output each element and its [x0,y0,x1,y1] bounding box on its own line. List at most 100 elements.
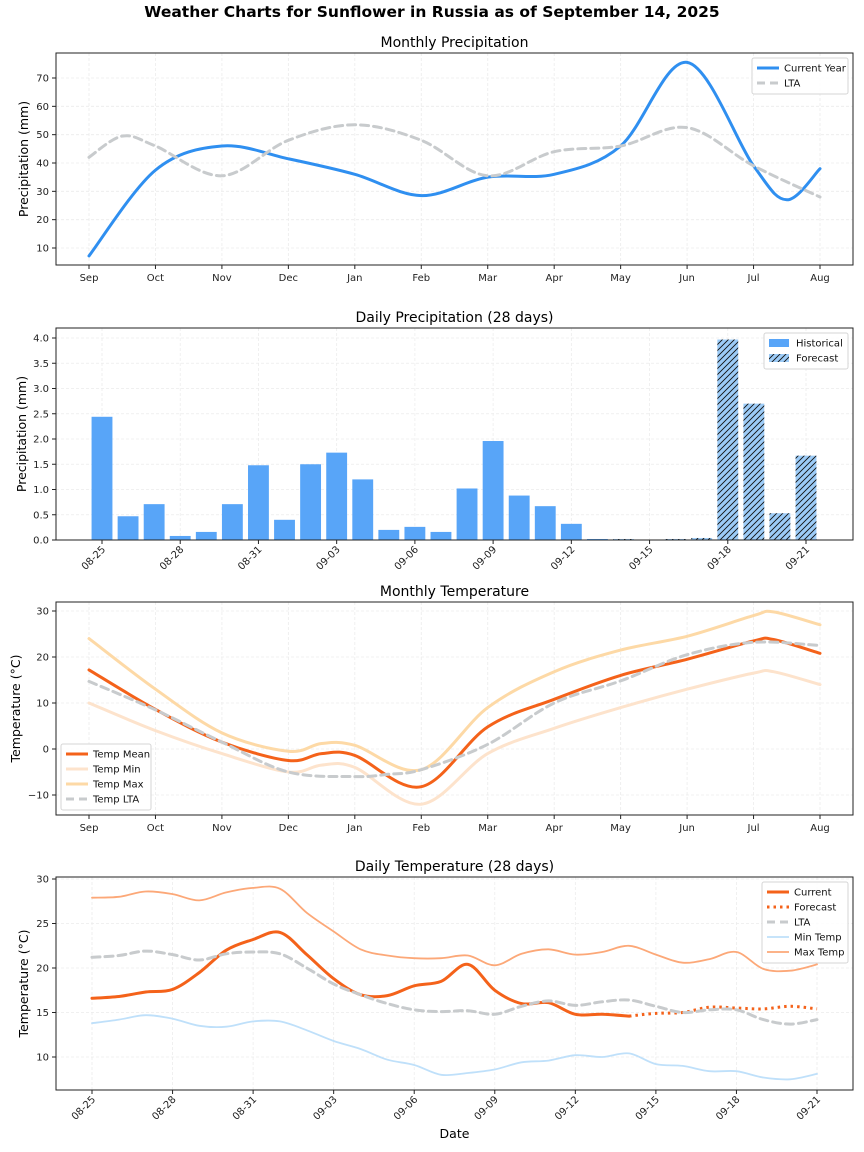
x-axis-title: Date [440,1126,470,1141]
x-tick-label: 09-18 [706,544,734,572]
x-tick-label: 08-25 [70,1094,98,1122]
daily-precipitation-chart: Daily Precipitation (28 days)08-25 08-28 0… [14,310,854,573]
bar-historical-09-07 [430,531,452,540]
y-axis: 10 20 30 40 50 60 70 [36,74,56,255]
plot-area [87,609,822,806]
x-tick-label: Jan [346,273,362,284]
x-tick-label: Sep [80,273,99,284]
y-tick-label: 20 [36,215,49,226]
series-line-current-year [87,60,822,258]
x-tick-label: Mar [478,823,498,834]
axes-frame [55,52,854,266]
legend-swatch-historical [769,339,789,347]
bar-historical-09-11 [534,506,556,540]
y-tick-label: 10 [36,1053,49,1064]
bar-historical-09-09 [482,441,504,540]
gridlines [56,53,853,265]
bar-historical-08-29 [195,531,217,540]
x-tick-label: Aug [810,273,830,284]
x-tick-label: 09-21 [784,544,812,572]
y-tick-label: 40 [36,159,49,170]
y-tick-label: 30 [36,187,49,198]
gridlines [56,328,853,541]
x-tick-label: 08-28 [150,1094,178,1122]
x-tick-label: Jul [747,273,760,284]
legend-label-forecast: Forecast [794,903,836,914]
y-tick-label: 4.0 [33,334,49,345]
legend-box [761,881,849,964]
bar-forecast-09-20 [769,513,791,540]
legend: Historical Forecast [763,332,849,370]
monthly-precipitation-chart: Monthly Precipitation Sep Oct Nov Dec Jan Feb M… [16,35,854,284]
y-axis-title: Precipitation (mm) [16,101,31,217]
chart-title: Monthly Precipitation [380,35,528,51]
x-tick-label: 08-25 [80,544,108,572]
bar-forecast-09-17 [691,537,713,540]
y-axis: −10 0 10 20 30 [28,607,56,802]
bar-historical-09-02 [300,464,322,540]
series-line-temp-mean [87,636,822,789]
axes-frame [55,876,854,1091]
y-tick-label: 30 [36,875,49,886]
x-tick-label: 09-09 [471,544,499,572]
x-tick-label: Dec [279,273,298,284]
plot-area [87,60,822,258]
legend: Current Year LTA [751,57,849,95]
legend-label-max-temp: Max Temp [794,948,845,959]
legend-label-lta: LTA [794,918,811,929]
y-tick-label: 2.0 [33,435,49,446]
x-tick-label: Oct [147,823,164,834]
series-line-max-temp [91,885,818,973]
x-tick-label: 09-21 [795,1094,823,1122]
legend-label-historical: Historical [796,339,843,350]
x-tick-label: 09-03 [311,1094,339,1122]
y-tick-label: 60 [36,102,49,113]
x-tick-label: 09-06 [393,544,421,572]
y-tick-label: 50 [36,130,49,141]
y-tick-label: 1.0 [33,485,49,496]
series-line-temp-min [87,669,822,806]
legend-label-temp-lta: Temp LTA [92,795,139,806]
y-tick-label: 70 [36,74,49,85]
bar-forecast-09-14 [613,538,634,540]
x-tick-label: Jul [747,823,760,834]
x-tick-label: Feb [412,823,430,834]
chart-title: Daily Temperature (28 days) [355,859,554,875]
legend-label-temp-min: Temp Min [92,765,141,776]
y-axis-title: Temperature (°C) [16,930,31,1039]
axes-frame [55,601,854,816]
y-tick-label: 3.0 [33,384,49,395]
y-axis: 10 15 20 25 30 [36,875,56,1064]
bar-historical-08-28 [169,535,191,540]
bar-forecast-09-21 [795,455,817,540]
y-tick-label: 2.5 [33,409,49,420]
x-tick-label: May [610,823,631,834]
x-tick-label: 09-15 [634,1094,662,1122]
bar-historical-09-06 [404,526,426,540]
y-axis-title: Precipitation (mm) [14,376,29,492]
x-tick-label: 09-18 [714,1094,742,1122]
bar-historical-08-31 [248,465,269,540]
x-tick-label: 09-12 [549,544,577,572]
x-tick-label: Nov [212,273,232,284]
plot-area [90,885,819,1081]
gridlines [56,877,853,1090]
x-tick-label: Aug [810,823,830,834]
axes-frame [55,327,854,541]
series-line-temp-lta [87,640,822,779]
legend-label-current-year: Current Year [784,64,847,75]
plot-area [91,339,817,540]
x-tick-label: 09-15 [627,544,655,572]
x-tick-label: 08-28 [158,544,186,572]
legend: Temp Mean Temp Min Temp Max Temp LTA [60,743,152,811]
y-tick-label: 0.0 [33,536,49,547]
x-axis: Sep Oct Nov Dec Jan Feb Mar Apr May Jun Jul Aug [80,265,830,284]
y-tick-label: 10 [36,244,49,255]
x-tick-label: Jun [678,823,695,834]
bar-historical-08-27 [143,504,165,540]
x-tick-label: 08-31 [236,544,264,572]
x-axis: Sep Oct Nov Dec Jan Feb Mar Apr May Jun Jul Aug [80,815,830,834]
x-tick-label: 09-09 [473,1094,501,1122]
x-tick-label: Mar [478,273,498,284]
